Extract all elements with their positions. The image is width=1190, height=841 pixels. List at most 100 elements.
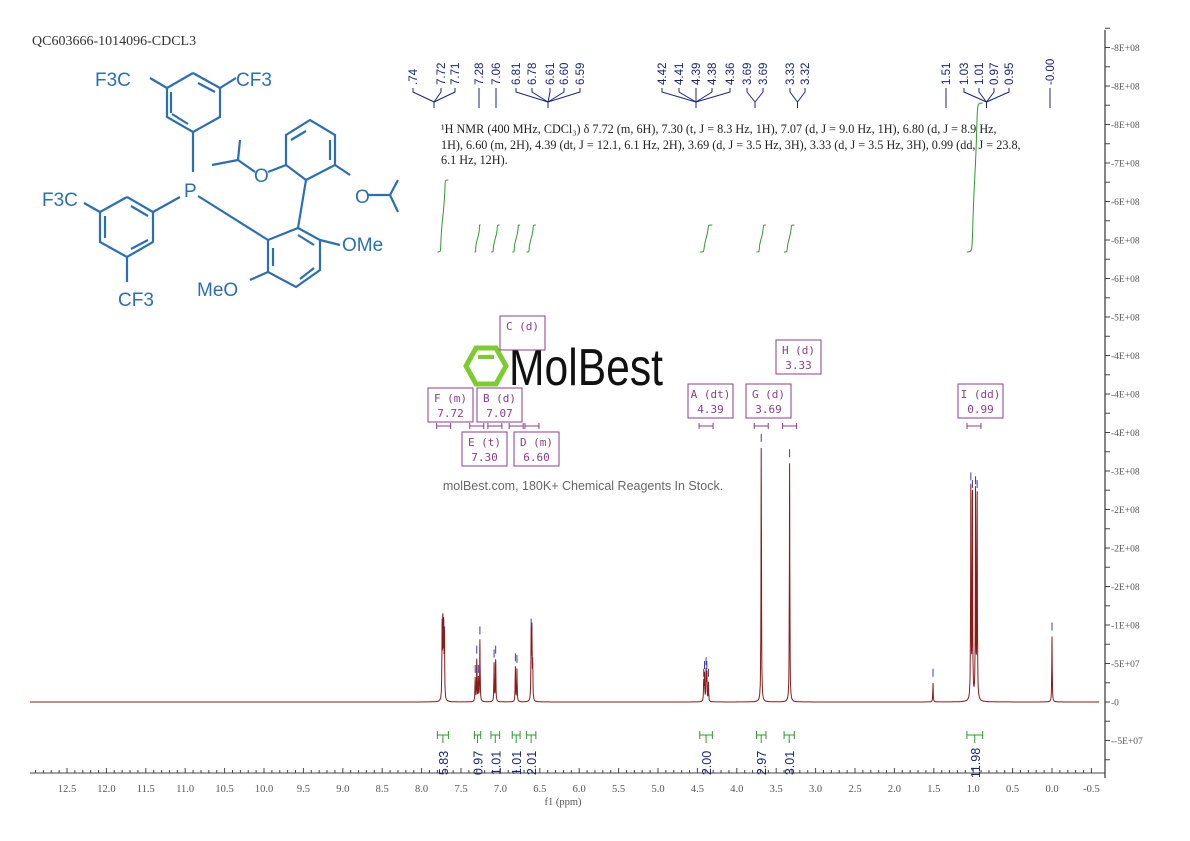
- integral-bracket: [525, 731, 537, 743]
- multiplet-boxes: F (m) 7.72 B (d) 7.07 C (d) E (t) 7.30 D (m) 6.6…: [427, 315, 1004, 467]
- multiplet-name: F (m): [434, 392, 467, 405]
- bond: [83, 202, 101, 213]
- x-tick-label: 5.0: [651, 784, 664, 795]
- multiplet-range: [524, 423, 540, 429]
- x-tick-label: 8.5: [376, 784, 389, 795]
- peak-label: 6.60: [559, 63, 571, 85]
- structure-label: P: [184, 181, 197, 202]
- multiplet-range: [436, 423, 452, 429]
- multiplet-range: [508, 423, 524, 429]
- x-tick-label: 9.0: [336, 784, 349, 795]
- multiplet-box: [499, 315, 546, 351]
- integral-curve: [966, 102, 983, 253]
- double-bond: [171, 113, 189, 125]
- peak-label: 3.32: [800, 63, 812, 85]
- x-tick-label: 4.5: [691, 784, 704, 795]
- x-tick-label: 2.0: [888, 784, 901, 795]
- multiplet-range: [469, 423, 485, 429]
- x-tick-label: 6.0: [573, 784, 586, 795]
- multiplet-range: [966, 423, 982, 429]
- x-tick-label: 10.0: [255, 784, 273, 795]
- multiplet-box: [461, 431, 508, 467]
- peak-label-leader: [986, 88, 995, 108]
- peak-label-leader: [547, 88, 581, 108]
- ring-lower: [266, 226, 322, 289]
- multiplet-range: [487, 423, 503, 429]
- peak-label-leader: [695, 88, 731, 108]
- bond: [334, 164, 351, 176]
- integral-curve: [699, 224, 713, 253]
- y-tick-label: -3E+08: [1111, 468, 1140, 478]
- x-tick-label: -0.5: [1083, 784, 1100, 795]
- y-tick-label: -8E+08: [1111, 121, 1140, 131]
- bond: [319, 238, 341, 247]
- integral-curve: [490, 224, 500, 253]
- multiplet-name: I (dd): [961, 388, 1001, 401]
- double-bond: [197, 82, 216, 93]
- multiplet-range: [753, 423, 769, 429]
- x-tick-label: 7.0: [494, 784, 507, 795]
- x-tick-label: 10.5: [215, 784, 233, 795]
- peak-label: 6.59: [575, 63, 587, 85]
- x-tick-label: 7.5: [454, 784, 467, 795]
- multiplet-shift: 3.33: [785, 359, 812, 372]
- peak-label: .74: [408, 68, 420, 85]
- x-tick-label: 2.5: [848, 784, 861, 795]
- x-tick-label: 12.0: [97, 784, 115, 795]
- x-tick-label: 3.0: [809, 784, 822, 795]
- structure-label: O: [355, 187, 370, 208]
- axes: 12.5 12.0 11.5 11.0 10.5 10.0 9.5 9.0 8.5 8.0 7.5 7…: [30, 27, 1143, 808]
- peak-label-leader: [433, 88, 442, 108]
- multiplet-shift: 4.39: [697, 403, 724, 416]
- integral-bracket: [511, 731, 521, 743]
- peak-label: 1.51: [941, 63, 953, 85]
- multiplet-shift: 0.99: [967, 403, 994, 416]
- peak-label-leader: [789, 88, 798, 108]
- y-tick-label: -4E+08: [1111, 352, 1140, 362]
- peak-label-leader: [412, 88, 435, 108]
- integral-curve: [437, 179, 449, 253]
- structure-label: OMe: [342, 235, 383, 256]
- integral-value: 2.97: [755, 751, 769, 775]
- multiplet-name: G (d): [752, 388, 785, 401]
- double-bond: [297, 234, 315, 246]
- sample-id: QC603666-1014096-CDCL3: [32, 34, 196, 49]
- multiplet-name: H (d): [782, 344, 815, 357]
- structure-label: MeO: [197, 280, 238, 301]
- integral-bracket: [436, 731, 449, 743]
- multiplet-name: B (d): [483, 392, 516, 405]
- watermark-tagline: molBest.com, 180K+ Chemical Reagents In …: [443, 479, 723, 493]
- peak-label: 6.78: [527, 63, 539, 85]
- integral-curve: [756, 224, 766, 253]
- bond: [219, 77, 237, 89]
- multiplet-name: A (dt): [691, 388, 731, 401]
- y-tick-label: -4E+08: [1111, 429, 1140, 439]
- double-bond: [299, 267, 315, 280]
- bond: [152, 196, 181, 213]
- y-tick-label: -6E+08: [1111, 198, 1140, 208]
- y-tick-label: -1E+08: [1111, 622, 1140, 632]
- peak-label-leader: [797, 88, 806, 108]
- multiplet-box: [687, 383, 734, 419]
- bond: [296, 179, 308, 229]
- bond: [389, 194, 399, 213]
- integral-curve: [526, 224, 536, 253]
- peak-label: 1.01: [974, 63, 986, 85]
- chemical-structure: F3C CF3 F3C CF3 P O O OMe MeO: [42, 70, 399, 311]
- y-tick-label: -2E+08: [1111, 506, 1140, 516]
- multiplet-box: [513, 431, 560, 467]
- double-bond: [130, 239, 149, 250]
- peak-label: 6.81: [511, 63, 523, 85]
- integrals: 5.83 0.97 1.01 1.01 2.01 2.00 2.97 3.01 11.98: [436, 102, 984, 778]
- x-tick-label: 11.0: [176, 784, 194, 795]
- integral-bracket: [966, 731, 984, 743]
- structure-label: F3C: [95, 70, 131, 91]
- integral-bracket: [756, 731, 767, 743]
- peak-label-leader: [746, 88, 756, 108]
- peak-label: 3.33: [785, 63, 797, 85]
- peak-label: 4.41: [674, 63, 686, 85]
- integral-bracket: [783, 731, 795, 743]
- y-tick-label: -0: [1111, 699, 1119, 709]
- multiplet-box: [476, 387, 523, 423]
- ring-left: [98, 196, 155, 259]
